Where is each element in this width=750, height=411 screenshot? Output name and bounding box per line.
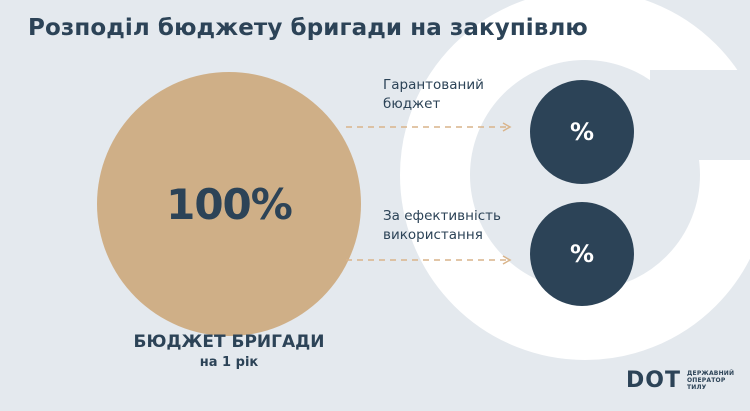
guaranteed-budget-label: Гарантований бюджет — [383, 77, 484, 112]
total-budget-value: 100% — [166, 179, 293, 229]
dot-logo: DOT ДЕРЖАВНИЙ ОПЕРАТОР ТИЛУ — [626, 368, 734, 393]
guaranteed-budget-circle: % — [530, 80, 634, 184]
arrow-to-efficiency — [346, 255, 512, 265]
logo-text: ДЕРЖАВНИЙ ОПЕРАТОР ТИЛУ — [686, 370, 735, 391]
efficiency-budget-value: % — [569, 240, 595, 268]
budget-period-label: на 1 рік — [199, 355, 259, 370]
efficiency-budget-circle: % — [530, 202, 634, 306]
arrow-to-guaranteed — [346, 122, 512, 132]
budget-label: БЮДЖЕТ БРИГАДИ — [133, 332, 325, 352]
logo-mark: DOT — [626, 368, 681, 393]
efficiency-budget-label: За ефективність використання — [383, 208, 501, 243]
page-title: Розподіл бюджету бригади на закупівлю — [28, 15, 588, 41]
guaranteed-budget-value: % — [569, 118, 595, 146]
total-budget-circle: 100% — [97, 72, 361, 336]
